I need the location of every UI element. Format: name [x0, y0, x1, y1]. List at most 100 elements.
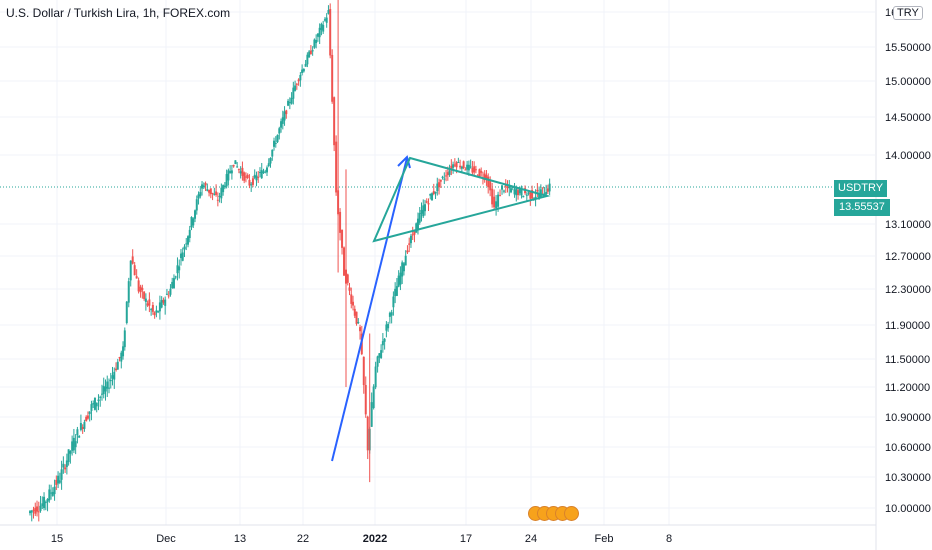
candle-body — [503, 190, 505, 192]
candle-body — [251, 178, 254, 185]
candle-body — [122, 346, 125, 357]
candle-body — [374, 366, 377, 388]
candle-body — [29, 511, 31, 514]
candle-body — [290, 97, 293, 104]
candle-body — [50, 492, 53, 494]
y-tick-label: 11.20000 — [885, 382, 930, 394]
candle-body — [399, 272, 402, 285]
candle-body — [274, 143, 277, 145]
candle-body — [100, 393, 103, 395]
candle-body — [178, 266, 181, 271]
candle-body — [48, 489, 51, 501]
candle-body — [392, 296, 395, 308]
flag-icon[interactable] — [564, 506, 579, 521]
candle-body — [294, 85, 297, 91]
x-tick-label: 8 — [666, 533, 672, 545]
candle-body — [116, 361, 119, 370]
candle-body — [171, 281, 174, 289]
candle-body — [125, 301, 128, 323]
candle-body — [411, 234, 414, 236]
candle-body — [133, 265, 136, 276]
candle-body — [108, 387, 110, 389]
candle-body — [320, 23, 323, 30]
candle-body — [244, 176, 247, 178]
candle-body — [115, 368, 118, 371]
candle-body — [276, 134, 279, 143]
candle-body — [370, 402, 373, 427]
candles — [29, 0, 551, 522]
price-value: 13.55537 — [834, 199, 890, 216]
candle-body — [36, 506, 39, 512]
candle-body — [404, 255, 407, 266]
candle-body — [109, 379, 112, 382]
candle-body — [192, 218, 195, 226]
candle-body — [222, 185, 225, 193]
candle-body — [106, 381, 109, 389]
candle-body — [129, 260, 132, 281]
x-tick-label: 22 — [297, 533, 309, 545]
candle-body — [378, 353, 381, 358]
candle-body — [478, 169, 481, 177]
candle-body — [422, 205, 425, 217]
arrow-head — [397, 155, 411, 169]
y-tick-label: 11.50000 — [885, 354, 930, 366]
candle-body — [37, 511, 40, 513]
candle-body — [199, 192, 202, 197]
y-axis: 10.00000 10.30000 10.60000 10.90000 11.20000… — [885, 7, 931, 515]
candle-body — [285, 110, 288, 115]
candle-body — [88, 411, 91, 414]
candle-body — [401, 262, 404, 277]
candle-body — [539, 189, 542, 198]
candle-body — [513, 189, 516, 195]
candle-body — [413, 231, 416, 235]
candle-body — [546, 188, 549, 192]
candle-body — [518, 187, 521, 194]
candle-body — [318, 27, 321, 38]
candle-body — [308, 51, 311, 58]
candle-body — [473, 166, 476, 173]
candle-body — [206, 189, 209, 191]
candle-body — [522, 195, 525, 198]
candle-body — [525, 194, 528, 196]
candle-body — [258, 172, 261, 174]
candle-body — [483, 173, 486, 181]
candle-body — [185, 243, 188, 245]
candle-body — [223, 185, 226, 188]
candle-body — [283, 111, 286, 121]
candle-body — [60, 469, 63, 480]
candle-body — [346, 274, 349, 283]
candle-body — [65, 460, 68, 468]
event-icons[interactable] — [528, 506, 584, 522]
candle-body — [343, 247, 346, 276]
candle-body — [229, 171, 232, 174]
candle-body — [397, 275, 400, 287]
currency-tag[interactable]: TRY — [893, 6, 923, 20]
candle-body — [302, 68, 305, 72]
candle-body — [459, 165, 462, 168]
candle-body — [174, 276, 177, 278]
pennant-triangle — [372, 156, 551, 243]
candle-body — [385, 324, 388, 331]
candle-body — [225, 174, 228, 187]
candle-body — [44, 502, 47, 504]
candle-body — [323, 19, 326, 21]
candle-body — [520, 188, 523, 196]
y-tick-label: 13.10000 — [885, 219, 931, 231]
candle-body — [227, 170, 230, 181]
candle-body — [506, 186, 509, 189]
candle-body — [325, 17, 328, 23]
candle-body — [534, 196, 537, 199]
candle-body — [359, 327, 362, 332]
y-tick-label: 14.50000 — [885, 112, 931, 124]
candle-body — [155, 310, 158, 313]
candle-body — [480, 171, 483, 173]
candle-body — [95, 402, 98, 407]
x-tick-label: Feb — [595, 533, 614, 545]
candle-body — [230, 170, 233, 174]
candle-body — [160, 300, 163, 308]
candle-body — [194, 210, 197, 219]
candle-body — [104, 386, 107, 392]
candle-body — [255, 175, 258, 181]
candle-body — [536, 189, 539, 192]
